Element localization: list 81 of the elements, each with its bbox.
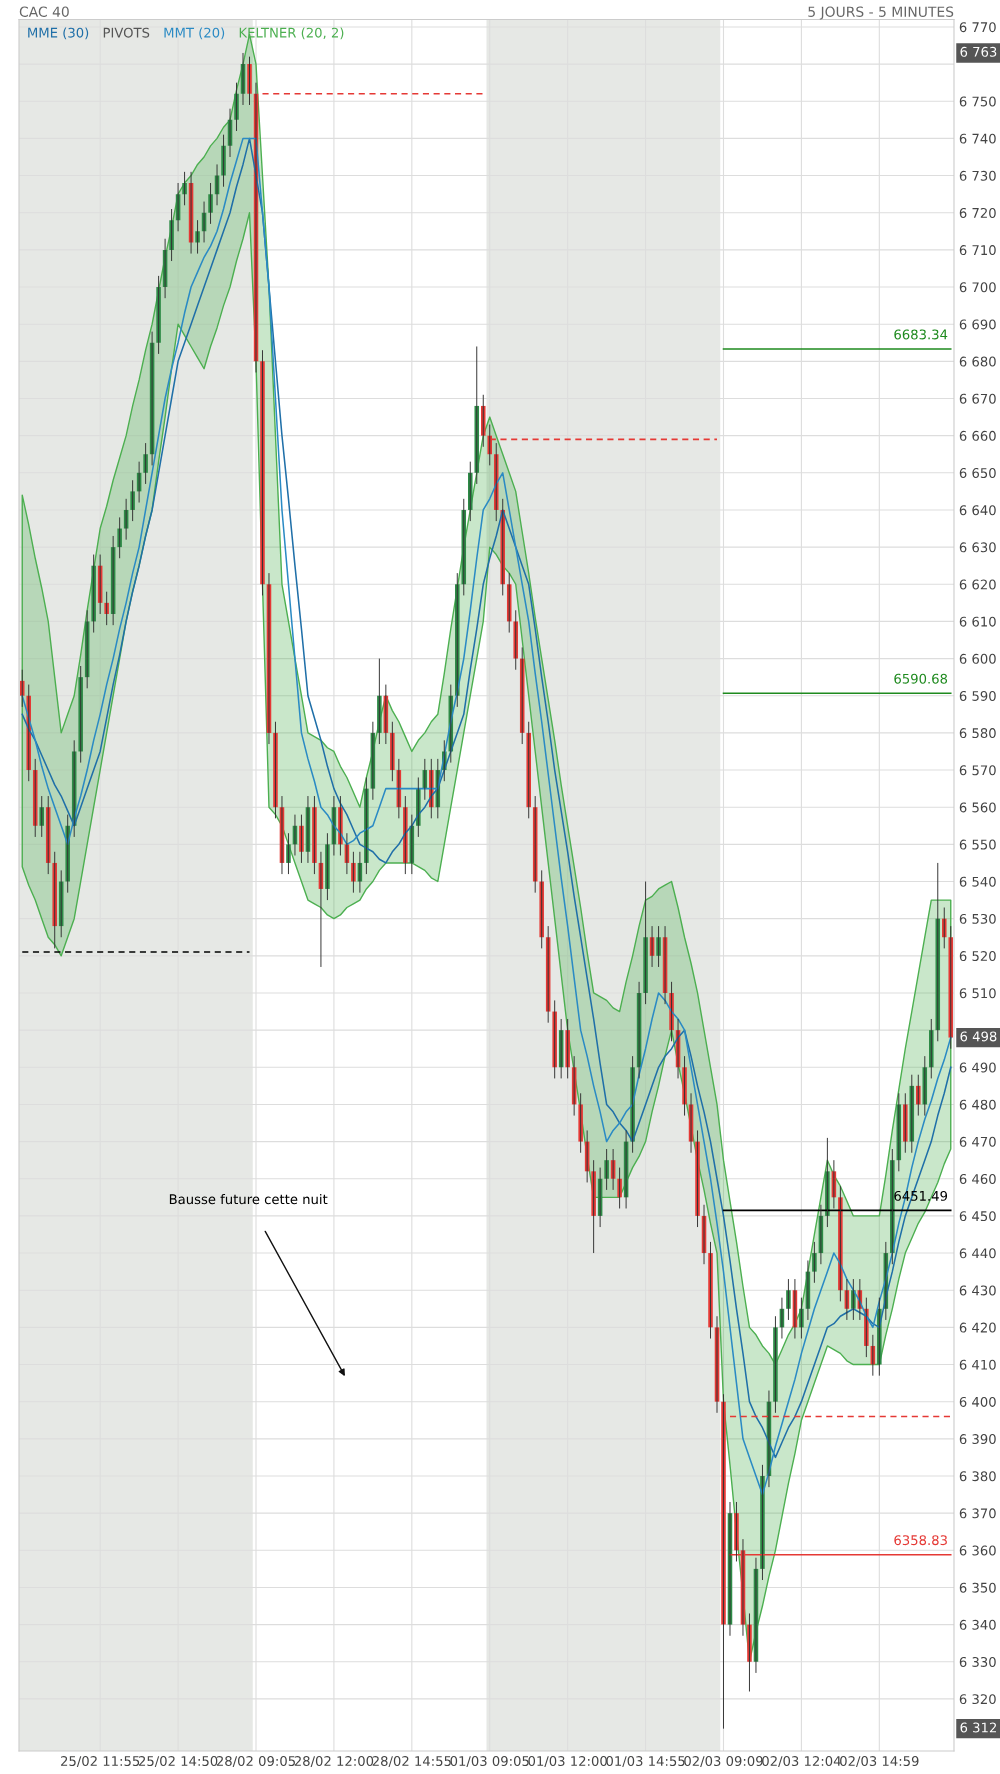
text: 6 498 — [960, 1031, 997, 1042]
y-tick-label: 6 550 — [959, 839, 996, 850]
x-tick-label: 01/03 12:00 — [528, 1756, 607, 1768]
annotation: Bausse future cette nuit — [169, 1193, 328, 1205]
x-tick-label: 02/03 14:59 — [840, 1756, 919, 1768]
candlestick — [208, 182, 213, 225]
y-tick-label: 6 560 — [959, 802, 996, 813]
y-tick-label: 6 370 — [959, 1508, 996, 1519]
candlestick — [351, 851, 356, 894]
x-tick-label: 01/03 14:55 — [606, 1756, 685, 1768]
x-tick-label: 25/02 14:50 — [138, 1756, 218, 1768]
candlestick — [812, 1241, 817, 1284]
chart-title: CAC 40 — [19, 6, 69, 17]
x-tick-label: 25/02 11:55 — [61, 1756, 140, 1768]
y-tick-label: 6 620 — [959, 579, 996, 590]
candlestick — [143, 442, 148, 485]
y-tick-label: 6 410 — [959, 1359, 996, 1370]
x-tick-label: 02/03 12:04 — [762, 1756, 841, 1768]
text: MME (30) — [28, 27, 89, 40]
legend-title: PIVOTS — [103, 27, 150, 38]
data-label: 6683.34 — [894, 329, 948, 340]
y-tick-label: 6 710 — [959, 245, 996, 256]
candlestick — [578, 1092, 583, 1154]
y-tick-label: 6 510 — [959, 988, 996, 999]
candlestick — [786, 1278, 791, 1321]
y-tick-label: 6 390 — [959, 1434, 996, 1445]
y-tick-label: 6 770 — [959, 22, 996, 33]
y-tick-label: 6 600 — [959, 653, 996, 664]
candlestick — [513, 609, 518, 671]
y-tick-label: 6 470 — [959, 1136, 996, 1147]
candlestick — [130, 479, 135, 522]
y-tick-label: 6 460 — [959, 1173, 996, 1184]
y-tick-label: 6 640 — [959, 505, 996, 516]
y-tick-label: 6 530 — [959, 913, 996, 924]
y-tick-label: 6 400 — [959, 1396, 996, 1407]
y-tick-label: 6 730 — [959, 170, 996, 181]
y-tick-label: 6 660 — [959, 430, 996, 441]
candlestick — [903, 1092, 908, 1154]
y-tick-label: 6 650 — [959, 468, 996, 479]
text: 6 763 — [960, 46, 997, 57]
candlestick — [39, 795, 44, 838]
y-tick-label: 6 720 — [959, 207, 996, 218]
candlestick — [286, 832, 291, 875]
y-tick-label: 6 350 — [959, 1582, 996, 1593]
y-tick-label: 6 540 — [959, 876, 996, 887]
y-tick-label: 6 490 — [959, 1062, 996, 1073]
y-tick-label: 6 340 — [959, 1619, 996, 1630]
y-tick-label: 6 610 — [959, 616, 996, 627]
y-tick-label: 6 570 — [959, 765, 996, 776]
y-tick-label: 6 630 — [959, 542, 996, 553]
y-tick-label: 6 480 — [959, 1099, 996, 1110]
y-tick-label: 6 430 — [959, 1285, 996, 1296]
text: MMT (20) — [164, 27, 225, 40]
candlestick — [656, 925, 661, 968]
data-label: 6590.68 — [894, 673, 948, 684]
y-tick-label: 6 750 — [959, 96, 996, 107]
x-tick-label: 02/03 09:09 — [684, 1756, 763, 1768]
y-tick-label: 6 590 — [959, 690, 996, 701]
y-tick-label: 6 700 — [959, 282, 996, 293]
y-tick-label: 6 690 — [959, 319, 996, 330]
y-tick-label: 6 420 — [959, 1322, 996, 1333]
y-tick-label: 6 680 — [959, 356, 996, 367]
y-tick-label: 6 450 — [959, 1211, 996, 1222]
y-tick-label: 6 740 — [959, 133, 996, 144]
y-tick-label: 6 320 — [959, 1694, 996, 1705]
x-tick-label: 28/02 12:00 — [294, 1756, 374, 1768]
legend-label: KELTNER (20, 2) — [239, 27, 344, 40]
y-tick-label: 6 360 — [959, 1545, 996, 1556]
y-tick-label: 6 380 — [959, 1471, 996, 1482]
x-tick-label: 01/03 09:05 — [450, 1756, 529, 1768]
y-tick-label: 6 670 — [959, 393, 996, 404]
data-label: 6358.83 — [894, 1535, 947, 1546]
y-tick-label: 6 440 — [959, 1248, 996, 1259]
x-tick-label: 28/02 09:05 — [216, 1756, 295, 1768]
x-tick-label: 28/02 14:55 — [372, 1756, 451, 1768]
y-tick-label: 6 330 — [959, 1656, 996, 1667]
y-tick-label: 6 520 — [959, 951, 996, 962]
candlestick — [604, 1148, 609, 1191]
chart-subtitle: 5 JOURS - 5 MINUTES — [808, 6, 954, 20]
y-tick-label: 6 580 — [959, 728, 996, 739]
text: 6 312 — [960, 1722, 997, 1733]
